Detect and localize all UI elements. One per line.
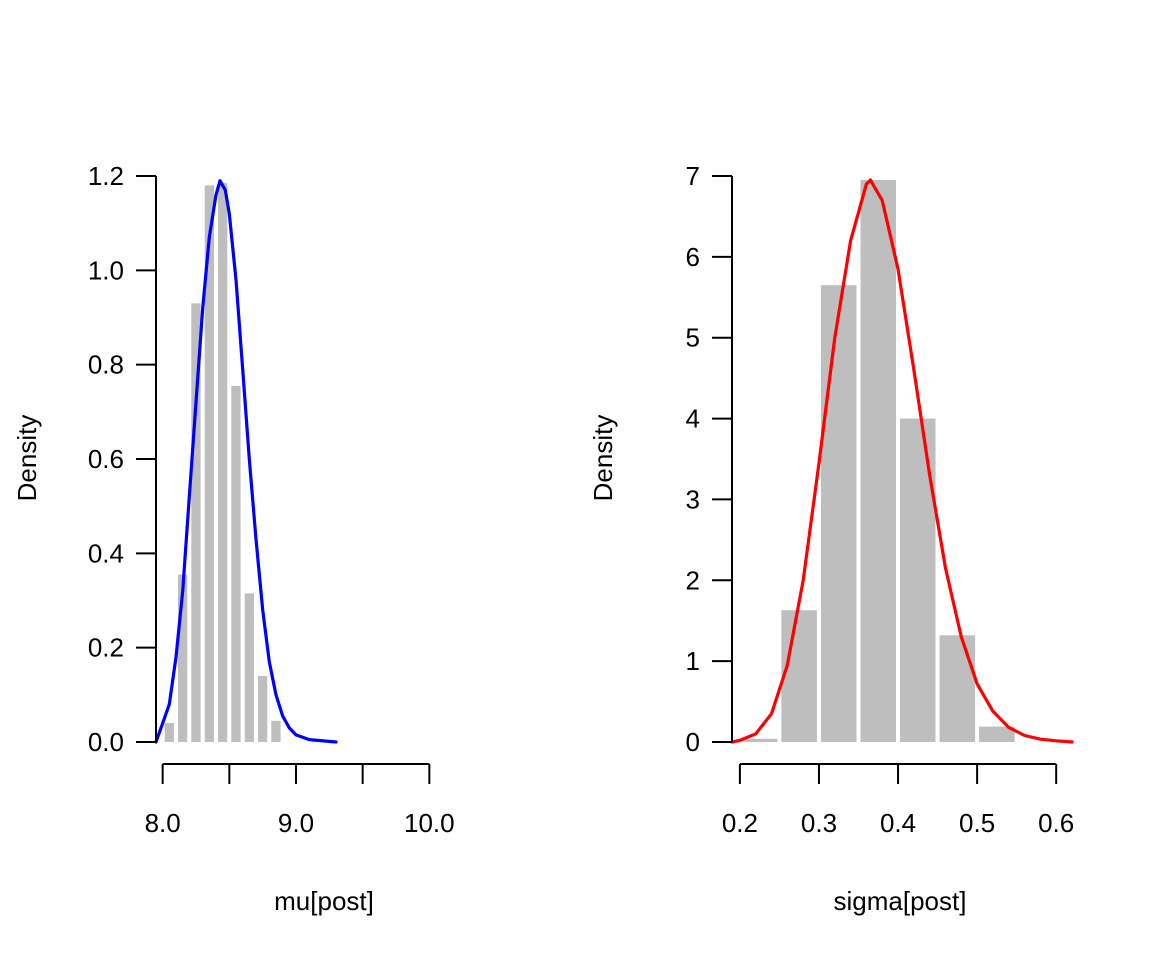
y-tick-label: 1	[686, 646, 700, 676]
x-tick-label: 0.6	[1038, 808, 1074, 838]
density-curve	[154, 179, 338, 744]
y-tick-label: 0.8	[88, 350, 124, 380]
y-tick-label: 0.4	[88, 538, 124, 568]
x-tick-label: 8.0	[145, 808, 181, 838]
histogram-bar	[244, 593, 254, 742]
x-tick-label: 10.0	[404, 808, 455, 838]
histogram-bar	[781, 610, 817, 742]
y-tick-label: 5	[686, 323, 700, 353]
y-tick-label: 7	[686, 161, 700, 191]
x-tick-label: 0.2	[722, 808, 758, 838]
y-tick-label: 2	[686, 565, 700, 595]
histogram-bar	[939, 635, 976, 742]
histogram-bar	[164, 723, 174, 742]
panel-sigma-histogram: Density sigma[post] 0 1 2 3 4 5 6 7 0.2 0.3 0.4 0.5…	[588, 161, 1074, 916]
panel-mu-histogram: Density mu[post] 0.0 0.2 0.4 0.6 0.8 1.0 1.2 8.…	[12, 161, 455, 916]
histogram-bar	[218, 183, 228, 743]
y-tick-label: 0.0	[88, 727, 124, 757]
y-tick-label: 4	[686, 404, 700, 434]
histogram-bar	[860, 180, 896, 742]
histogram-bar	[204, 185, 214, 742]
histogram-bar	[258, 676, 268, 742]
y-axis-label: Density	[12, 415, 42, 502]
histogram-bar	[191, 303, 201, 742]
density-curve	[730, 178, 1074, 744]
histogram-bar	[271, 720, 281, 742]
x-axis-label: mu[post]	[274, 886, 374, 916]
x-tick-label: 0.3	[801, 808, 837, 838]
histogram-bar	[178, 574, 188, 742]
x-axis-label: sigma[post]	[834, 886, 967, 916]
x-tick-label: 0.4	[880, 808, 916, 838]
y-tick-label: 1.0	[88, 255, 124, 285]
y-axis-label: Density	[588, 415, 618, 502]
histogram-bar	[979, 726, 1015, 742]
histogram-bar	[231, 385, 241, 742]
y-tick-label: 3	[686, 484, 700, 514]
y-tick-label: 1.2	[88, 161, 124, 191]
y-tick-label: 0.2	[88, 633, 124, 663]
y-tick-label: 6	[686, 242, 700, 272]
histogram-bar	[900, 418, 936, 742]
x-tick-label: 9.0	[278, 808, 314, 838]
histogram-bar	[821, 285, 857, 742]
histogram-bar	[741, 738, 778, 742]
y-tick-label: 0.6	[88, 444, 124, 474]
y-tick-label: 0	[686, 727, 700, 757]
x-tick-label: 0.5	[959, 808, 995, 838]
